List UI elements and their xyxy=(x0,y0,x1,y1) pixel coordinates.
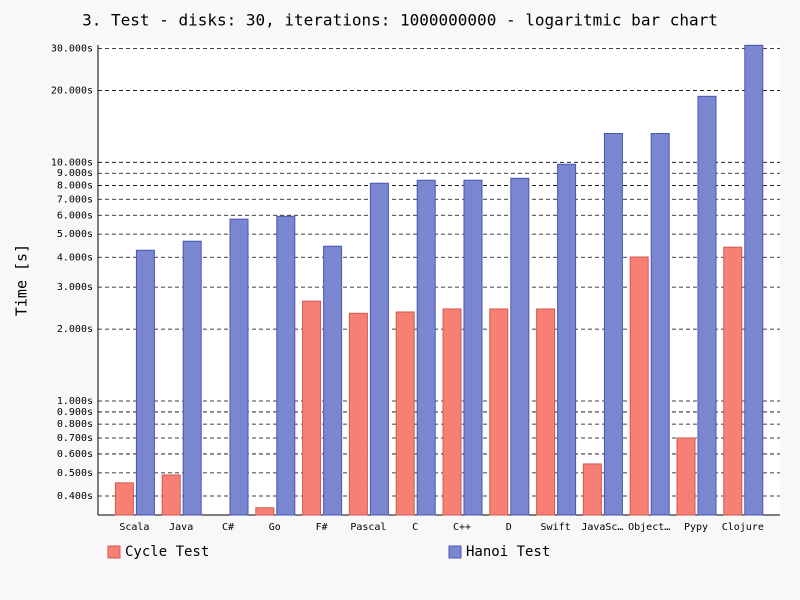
bar xyxy=(582,463,602,516)
y-tick-label: 0.900s xyxy=(57,407,93,418)
y-tick-label: 0.500s xyxy=(57,468,93,479)
y-tick-label: 0.800s xyxy=(57,419,93,430)
bar xyxy=(723,246,743,516)
x-tick-label: Java xyxy=(169,522,193,533)
legend-swatch xyxy=(107,545,121,559)
bar xyxy=(229,218,249,516)
legend-label: Hanoi Test xyxy=(466,544,550,560)
bar xyxy=(744,44,764,516)
x-tick-label: C# xyxy=(222,522,234,533)
x-tick-label: F# xyxy=(316,522,328,533)
y-tick-label: 0.700s xyxy=(57,433,93,444)
bar xyxy=(603,133,623,516)
bar xyxy=(348,312,368,516)
bar xyxy=(676,437,696,516)
y-tick-label: 5.000s xyxy=(57,229,93,240)
x-tick-label: Swift xyxy=(541,522,571,533)
y-tick-label: 7.000s xyxy=(57,194,93,205)
legend-swatch xyxy=(448,545,462,559)
y-tick-label: 0.600s xyxy=(57,449,93,460)
bar xyxy=(442,308,462,516)
bar xyxy=(650,133,670,516)
y-tick-label: 4.000s xyxy=(57,252,93,263)
bar xyxy=(629,256,649,516)
bar xyxy=(536,308,556,516)
bar xyxy=(114,482,134,516)
x-tick-label: Object… xyxy=(628,522,670,533)
bar xyxy=(489,308,509,516)
bar xyxy=(161,474,181,516)
bar xyxy=(276,215,296,516)
y-tick-label: 6.000s xyxy=(57,210,93,221)
y-tick-label: 8.000s xyxy=(57,180,93,191)
legend-label: Cycle Test xyxy=(125,544,209,560)
bar xyxy=(135,249,155,516)
x-tick-label: Clojure xyxy=(722,522,764,533)
bar xyxy=(395,311,415,516)
x-tick-label: Pascal xyxy=(350,522,386,533)
bar xyxy=(182,240,202,516)
x-tick-label: C xyxy=(412,522,418,533)
bar xyxy=(255,507,275,516)
x-tick-label: Go xyxy=(269,522,281,533)
bar xyxy=(302,300,322,516)
bar xyxy=(697,95,717,516)
bar xyxy=(323,245,343,516)
y-tick-label: 9.000s xyxy=(57,168,93,179)
x-tick-label: C++ xyxy=(453,522,471,533)
y-tick-label: 30.000s xyxy=(51,43,93,54)
y-tick-label: 20.000s xyxy=(51,85,93,96)
x-tick-label: JavaSc… xyxy=(581,522,623,533)
x-tick-label: D xyxy=(506,522,512,533)
bar xyxy=(369,182,389,516)
y-tick-label: 3.000s xyxy=(57,282,93,293)
x-tick-label: Scala xyxy=(119,522,149,533)
x-tick-label: Pypy xyxy=(684,522,708,533)
y-tick-label: 2.000s xyxy=(57,324,93,335)
bar xyxy=(463,179,483,516)
y-tick-label: 10.000s xyxy=(51,157,93,168)
bar xyxy=(416,179,436,516)
y-tick-label: 0.400s xyxy=(57,491,93,502)
y-axis-label: Time [s] xyxy=(13,244,31,316)
bar xyxy=(510,177,530,516)
bar xyxy=(557,163,577,516)
y-tick-label: 1.000s xyxy=(57,396,93,407)
chart-title: 3. Test - disks: 30, iterations: 1000000… xyxy=(82,11,718,30)
